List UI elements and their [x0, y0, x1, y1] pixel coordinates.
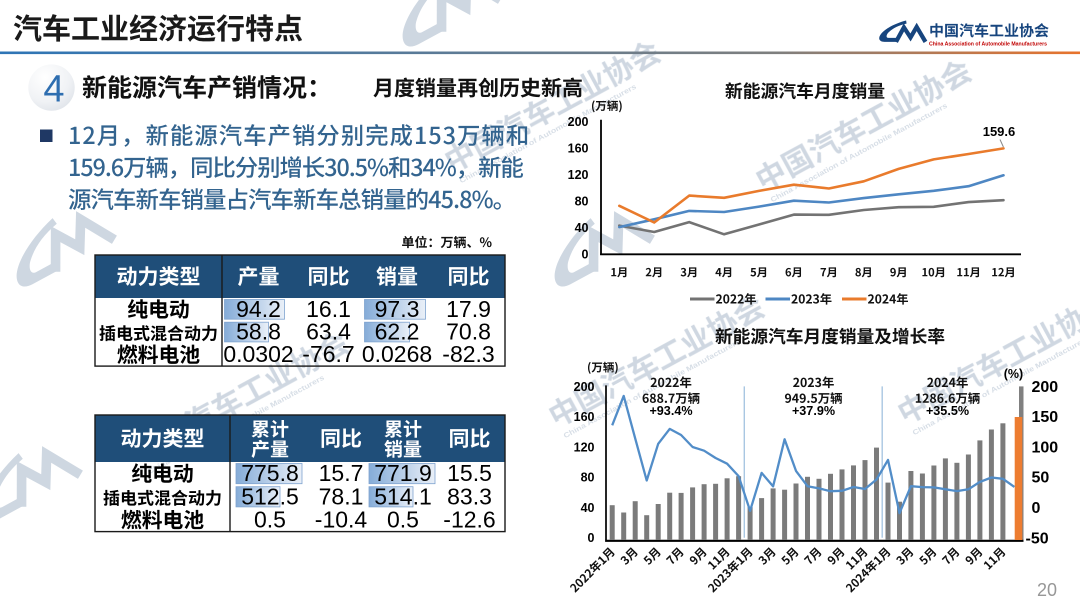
svg-text:80: 80: [575, 195, 589, 209]
svg-text:97.3: 97.3: [375, 296, 420, 322]
svg-text:+35.5%: +35.5%: [926, 404, 969, 418]
svg-text:120: 120: [574, 440, 595, 454]
svg-text:58.8: 58.8: [236, 319, 281, 345]
svg-text:-10.4: -10.4: [315, 507, 368, 533]
svg-text:150: 150: [1032, 409, 1059, 426]
svg-text:200: 200: [1032, 379, 1059, 396]
svg-text:+37.9%: +37.9%: [792, 404, 835, 418]
svg-text:+93.4%: +93.4%: [649, 404, 692, 418]
svg-text:15.7: 15.7: [319, 460, 364, 486]
svg-text:-76.7: -76.7: [302, 341, 354, 367]
svg-text:159.6: 159.6: [983, 124, 1016, 139]
svg-text:160: 160: [568, 142, 589, 156]
svg-text:200: 200: [568, 115, 589, 129]
svg-text:50: 50: [1032, 470, 1050, 487]
svg-text:-50: -50: [1026, 530, 1049, 547]
svg-text:62.2: 62.2: [375, 319, 420, 345]
svg-text:China Association of Automobil: China Association of Automobile Manufact…: [929, 42, 1047, 48]
svg-text:0.5: 0.5: [254, 507, 286, 533]
svg-text:0.5: 0.5: [387, 507, 419, 533]
svg-text:0: 0: [588, 531, 595, 545]
svg-text:160: 160: [574, 410, 595, 424]
svg-text:83.3: 83.3: [447, 483, 492, 509]
svg-text:-82.3: -82.3: [442, 341, 494, 367]
svg-text:-12.6: -12.6: [443, 507, 495, 533]
svg-text:512.5: 512.5: [241, 483, 299, 509]
svg-text:120: 120: [568, 168, 589, 182]
svg-text:514.1: 514.1: [374, 483, 432, 509]
svg-text:80: 80: [581, 471, 595, 485]
svg-text:16.1: 16.1: [306, 296, 351, 322]
svg-text:78.1: 78.1: [319, 483, 364, 509]
svg-text:15.5: 15.5: [447, 460, 492, 486]
svg-text:200: 200: [574, 380, 595, 394]
svg-text:771.9: 771.9: [374, 460, 432, 486]
svg-text:20: 20: [1037, 580, 1057, 600]
svg-text:0: 0: [1032, 500, 1041, 517]
svg-text:40: 40: [575, 221, 589, 235]
svg-text:0.0302: 0.0302: [223, 341, 293, 367]
svg-text:100: 100: [1032, 440, 1059, 457]
svg-text:0: 0: [582, 248, 589, 262]
svg-text:94.2: 94.2: [236, 296, 281, 322]
svg-text:40: 40: [581, 501, 595, 515]
svg-text:63.4: 63.4: [306, 319, 351, 345]
svg-text:70.8: 70.8: [446, 319, 491, 345]
svg-text:775.8: 775.8: [241, 460, 299, 486]
svg-text:(%): (%): [1004, 367, 1023, 381]
svg-text:0.0268: 0.0268: [362, 341, 432, 367]
svg-text:17.9: 17.9: [446, 296, 491, 322]
svg-text:4: 4: [43, 69, 64, 111]
